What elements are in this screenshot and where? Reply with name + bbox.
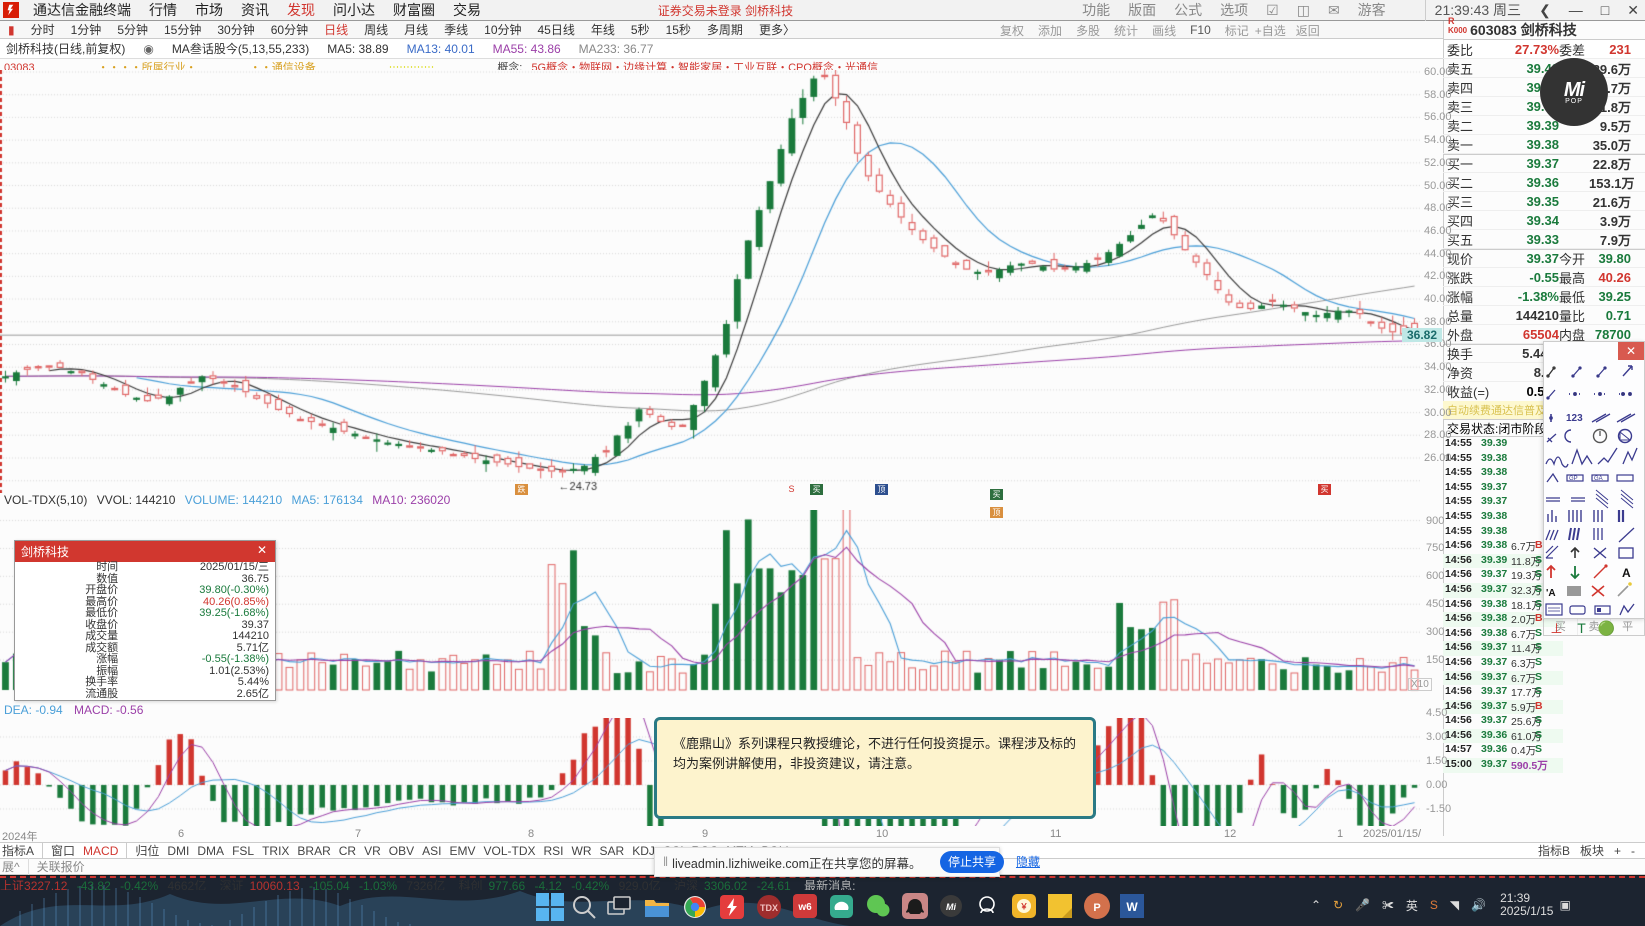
svg-text:W: W [1126, 900, 1138, 914]
svg-text:'A: 'A [1546, 588, 1556, 599]
svg-text:￥: ￥ [1020, 902, 1028, 911]
svg-text:123: 123 [1566, 413, 1583, 424]
svg-text:w6: w6 [797, 902, 812, 913]
svg-text:GP: GP [1569, 476, 1578, 482]
svg-text:TDX: TDX [760, 903, 778, 913]
svg-text:P: P [1093, 902, 1100, 914]
svg-text:GA: GA [1594, 476, 1603, 482]
svg-text:A: A [1622, 566, 1631, 580]
svg-text:Mi: Mi [946, 902, 956, 912]
